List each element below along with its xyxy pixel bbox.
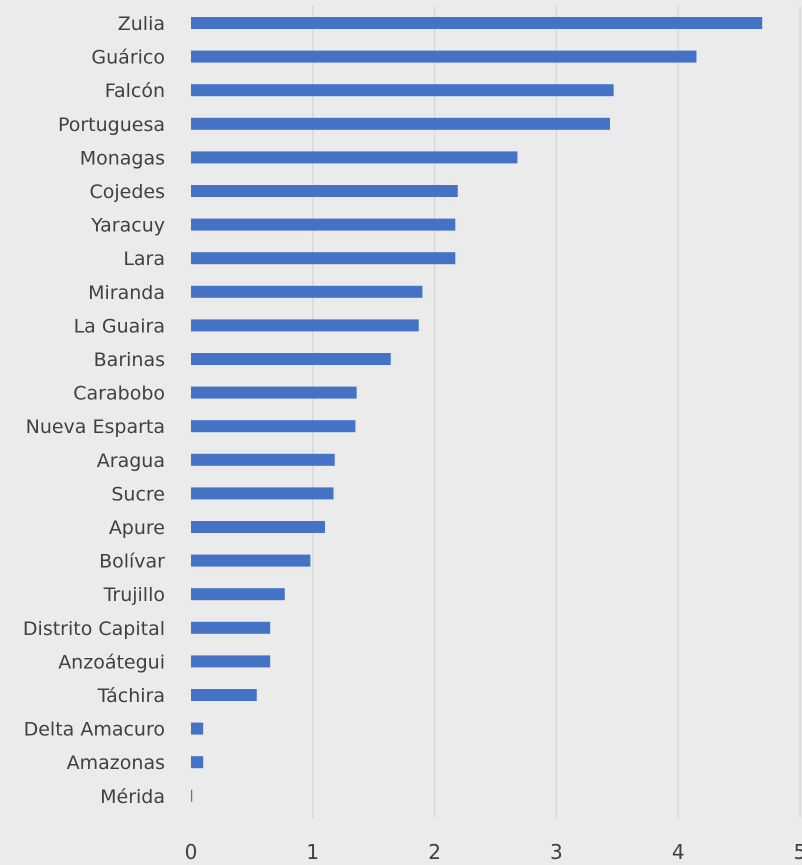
bar xyxy=(191,319,419,332)
category-label: Mérida xyxy=(100,786,165,808)
x-tick-label: 2 xyxy=(428,840,441,861)
bar xyxy=(191,185,458,197)
category-label: Sucre xyxy=(111,483,165,505)
category-label: Yaracuy xyxy=(90,215,165,237)
category-label: La Guaira xyxy=(74,315,165,337)
bar xyxy=(191,420,356,433)
category-label: Delta Amacuro xyxy=(24,719,165,741)
bars xyxy=(191,17,763,802)
bar xyxy=(191,487,334,500)
bar xyxy=(191,17,763,29)
category-label: Guárico xyxy=(91,47,165,69)
category-label: Nueva Esparta xyxy=(26,416,165,438)
bar xyxy=(191,521,325,533)
bar xyxy=(191,588,285,601)
x-tick-label: 4 xyxy=(672,840,685,861)
bar xyxy=(191,117,610,130)
bar xyxy=(191,218,456,231)
bar xyxy=(191,285,423,298)
bar xyxy=(191,789,193,802)
category-label: Amazonas xyxy=(67,752,165,774)
category-label: Monagas xyxy=(80,147,165,169)
category-label: Barinas xyxy=(94,349,165,371)
category-label: Falcón xyxy=(105,80,165,102)
x-tick-label: 3 xyxy=(550,840,563,861)
bar xyxy=(191,756,204,769)
category-label: Distrito Capital xyxy=(23,618,165,640)
bar xyxy=(191,554,311,567)
bar xyxy=(191,50,697,63)
category-labels: Zulia Guárico Falcón Portuguesa Monagas Cojed… xyxy=(23,13,165,808)
bar xyxy=(191,722,204,735)
category-label: Táchira xyxy=(97,685,165,707)
category-label: Aragua xyxy=(97,450,165,472)
x-tick-label: 1 xyxy=(306,840,319,861)
category-label: Lara xyxy=(123,248,165,270)
category-label: Miranda xyxy=(88,282,165,304)
x-tick-label: 5 xyxy=(794,840,802,861)
bar xyxy=(191,655,271,668)
gridlines xyxy=(312,6,801,818)
category-label: Cojedes xyxy=(89,181,165,203)
bar xyxy=(191,621,271,634)
bar xyxy=(191,453,335,466)
category-label: Anzoátegui xyxy=(58,651,165,673)
category-label: Trujillo xyxy=(103,584,165,606)
x-tick-label: 0 xyxy=(185,840,198,861)
bar xyxy=(191,151,518,164)
category-label: Zulia xyxy=(118,13,165,35)
category-label: Bolívar xyxy=(99,551,165,573)
bar xyxy=(191,386,357,399)
bar xyxy=(191,84,614,97)
category-label: Apure xyxy=(109,517,165,539)
bar xyxy=(191,252,456,265)
category-label: Portuguesa xyxy=(58,114,165,136)
x-axis-ticks: 0 1 2 3 4 5 xyxy=(185,840,802,864)
bar xyxy=(191,353,391,365)
category-label: Carabobo xyxy=(73,383,165,405)
bar xyxy=(191,689,257,701)
